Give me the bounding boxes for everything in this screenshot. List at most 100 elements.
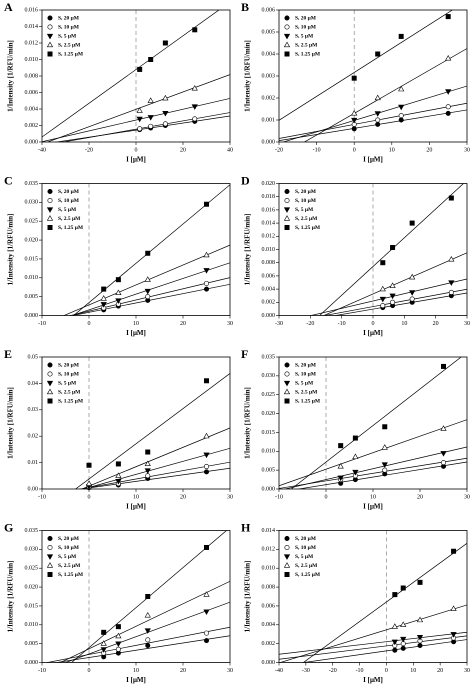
y-tick-label: 0.000 [262, 313, 276, 319]
legend-label: S, 20 μM [58, 15, 80, 21]
legend-label: S, 2.5 μM [295, 563, 318, 569]
y-tick-label: 0.016 [25, 7, 39, 13]
marker [337, 475, 344, 482]
marker [338, 443, 344, 449]
legend-label: S, 20 μM [295, 536, 317, 542]
x-tick-label: 20 [180, 147, 186, 153]
y-tick-label: 0.004 [262, 51, 276, 57]
marker [379, 285, 386, 292]
legend-label: S, 5 μM [58, 380, 77, 386]
fit-line [303, 48, 467, 142]
marker [144, 288, 151, 295]
marker [445, 89, 452, 95]
x-tick-label: -10 [313, 147, 321, 153]
marker [47, 15, 53, 21]
marker [47, 24, 53, 30]
y-tick-label: 0.035 [25, 528, 39, 534]
marker [145, 294, 151, 300]
y-tick-label: 0.020 [25, 237, 39, 243]
x-tick-label: 10 [389, 147, 395, 153]
marker [47, 544, 53, 550]
marker [284, 398, 290, 404]
marker [144, 611, 151, 618]
marker [204, 378, 210, 384]
fit-line [279, 109, 467, 141]
marker [416, 616, 424, 623]
marker [284, 225, 290, 231]
marker [284, 571, 290, 577]
marker [147, 115, 154, 121]
x-tick-label: 0 [385, 668, 388, 674]
marker [390, 299, 396, 305]
marker [284, 198, 290, 204]
marker [392, 592, 398, 598]
marker [283, 562, 291, 568]
fit-line [279, 10, 453, 121]
marker [284, 362, 290, 368]
x-tick-label: 10 [370, 494, 376, 500]
marker [283, 215, 291, 221]
legend-label: S, 10 μM [295, 545, 317, 551]
x-tick-label: 20 [180, 321, 186, 327]
panel: G 0.000 0.005 0.010 0.015 0.020 0.025 0.030 0.03… [4, 520, 233, 684]
marker [451, 548, 457, 554]
x-tick-label: 0 [353, 147, 356, 153]
y-tick-label: 0.004 [25, 106, 39, 112]
marker [115, 277, 121, 283]
fit-line [63, 244, 230, 316]
y-tick-label: 0.014 [262, 220, 276, 226]
marker [162, 94, 169, 101]
y-tick-label: 0.012 [262, 234, 276, 240]
y-tick-label: 0.030 [25, 200, 39, 206]
marker [148, 123, 154, 129]
y-tick-label: 0.008 [262, 260, 276, 266]
marker [144, 628, 151, 634]
marker [47, 535, 53, 541]
legend-label: S, 10 μM [295, 371, 317, 377]
panel: F 0.000 0.005 0.010 0.015 0.020 0.025 0.030 0.03… [241, 347, 470, 511]
marker [448, 195, 454, 201]
fit-line [296, 461, 467, 489]
marker [380, 260, 386, 266]
y-tick-label: 0.010 [262, 566, 276, 572]
legend-label: S, 2.5 μM [295, 216, 318, 222]
marker [204, 286, 210, 292]
marker [204, 544, 210, 550]
x-tick-label: -10 [275, 494, 283, 500]
marker [115, 289, 122, 295]
x-tick-label: 0 [88, 321, 91, 327]
fit-line [46, 74, 230, 142]
marker [145, 473, 151, 479]
x-tick-label: 20 [437, 668, 443, 674]
x-tick-label: 20 [426, 147, 432, 153]
x-tick-label: -10 [38, 321, 46, 327]
y-tick-label: 0.012 [25, 40, 39, 46]
marker [440, 425, 447, 431]
marker [392, 647, 398, 653]
marker [440, 451, 447, 457]
fit-line [282, 85, 467, 142]
y-axis-label: 1/Intensity [1/RFU/min] [244, 40, 252, 112]
x-axis-label: I [μM] [363, 503, 383, 511]
fit-line [78, 461, 230, 489]
y-tick-label: 0.025 [25, 566, 39, 572]
x-tick-label: 0 [325, 494, 328, 500]
fit-line [279, 635, 467, 660]
marker [203, 432, 210, 439]
marker [351, 109, 358, 116]
y-tick-label: 0.002 [262, 300, 276, 306]
x-axis-label: I [μM] [126, 156, 146, 164]
x-tick-label: 20 [180, 668, 186, 674]
marker [409, 273, 416, 280]
marker [445, 104, 451, 110]
y-tick-label: 0.006 [25, 90, 39, 96]
y-tick-label: 0.015 [262, 430, 276, 436]
fit-line [301, 639, 467, 663]
marker [162, 40, 168, 46]
y-tick-label: 0.010 [25, 57, 39, 63]
x-tick-label: 10 [401, 321, 407, 327]
y-tick-label: 0.003 [262, 73, 276, 79]
marker [398, 33, 404, 39]
fit-line [81, 427, 230, 489]
